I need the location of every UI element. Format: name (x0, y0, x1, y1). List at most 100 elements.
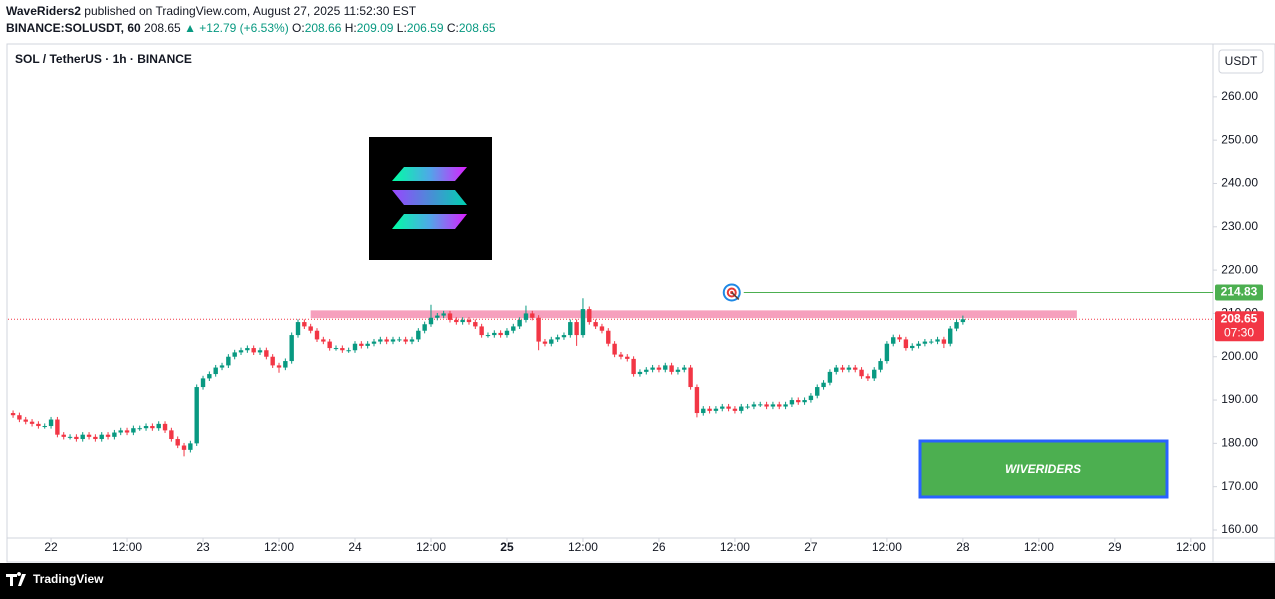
candle-body (802, 400, 807, 403)
candle-body (650, 367, 655, 370)
candle-body (745, 406, 750, 408)
candle-body (599, 326, 605, 331)
symbol: BINANCE:SOLUSDT, 60 (6, 21, 141, 35)
candle-body (840, 367, 845, 370)
countdown: 07:30 (1224, 325, 1254, 339)
ohlc-label: C: (447, 21, 459, 35)
x-tick-label: 12:00 (1024, 540, 1054, 554)
change: ▲ +12.79 (+6.53%) (184, 21, 289, 35)
logo-bar (392, 214, 467, 229)
candle-body (770, 404, 776, 407)
candle-body (498, 332, 503, 336)
candle-body (48, 419, 54, 427)
candle-body (55, 419, 60, 435)
candle-body (435, 315, 440, 318)
candle-body (36, 423, 41, 427)
candle-body (485, 335, 491, 337)
target-dart (731, 291, 740, 301)
candle-body (245, 348, 250, 351)
candle-body (853, 367, 858, 370)
header-line-1: WaveRiders2 published on TradingView.com… (6, 4, 417, 18)
x-tick-label: 25 (500, 540, 514, 554)
candle-body (922, 341, 928, 344)
candle-body (365, 343, 370, 346)
candle-body (276, 365, 282, 368)
candle-body (555, 337, 560, 340)
x-tick-label: 26 (652, 540, 666, 554)
candle-body (872, 369, 877, 379)
candle-body (644, 369, 649, 372)
candle-body (390, 339, 396, 342)
candle-body (910, 345, 915, 349)
candle-body (764, 404, 769, 407)
candle-body (846, 367, 852, 370)
ohlc-label: O: (292, 21, 305, 35)
candle-body (264, 350, 269, 357)
y-axis-label: USDT (1225, 54, 1258, 68)
candle-body (99, 434, 104, 440)
x-tick-label: 12:00 (720, 540, 750, 554)
y-tick-label: 170.00 (1221, 479, 1258, 493)
candle-body (112, 432, 117, 437)
y-tick-label: 180.00 (1221, 436, 1258, 450)
candle-body (169, 430, 174, 440)
candle-body (302, 322, 307, 327)
x-tick-label: 27 (804, 540, 818, 554)
candle-body (916, 343, 921, 346)
candle-body (606, 330, 611, 344)
candle-body (454, 319, 459, 323)
candle-body (466, 319, 472, 323)
ohlc-value: 209.09 (357, 21, 394, 35)
candle-body (207, 374, 212, 379)
ohlc-value: 208.66 (305, 21, 342, 35)
candle-body (346, 350, 351, 352)
candle-body (580, 309, 586, 336)
candle-body (61, 434, 66, 437)
x-tick-label: 28 (956, 540, 970, 554)
y-tick-label: 190.00 (1221, 392, 1258, 406)
candle-body (783, 404, 788, 407)
candle-body (67, 436, 73, 438)
last-price-tag (1215, 311, 1264, 342)
unit-box[interactable] (1218, 49, 1264, 74)
candle-body (492, 332, 497, 336)
y-tick-label: 200.00 (1221, 349, 1258, 363)
author: WaveRiders2 (6, 4, 81, 18)
y-tick-label: 220.00 (1221, 262, 1258, 276)
candle-body (156, 423, 161, 429)
footer-brand[interactable]: TradingView (33, 572, 104, 586)
candle-body (549, 339, 554, 344)
y-tick-label: 250.00 (1221, 132, 1258, 146)
candle-body (859, 369, 864, 377)
y-tick-label: 230.00 (1221, 219, 1258, 233)
candle-body (739, 406, 744, 411)
candle-body (86, 434, 92, 437)
candle-body (251, 348, 256, 353)
candle-body (23, 419, 28, 422)
x-tick-label: 24 (348, 540, 362, 554)
candle-body (517, 319, 522, 327)
price: 208.65 (144, 21, 181, 35)
candle-body (618, 354, 624, 357)
plot: 160.00170.00180.00190.00200.00210.00220.… (8, 89, 1258, 554)
candle-body (289, 335, 294, 362)
candle-body (359, 343, 364, 346)
candle-body (333, 348, 339, 350)
logo-bar (392, 167, 467, 181)
candle-body (124, 430, 130, 433)
candle-body (428, 317, 434, 325)
candle-body (707, 408, 712, 411)
candle-body (295, 322, 301, 336)
candle-body (941, 339, 947, 344)
candle-body (131, 428, 136, 433)
candle-body (675, 369, 681, 372)
candle-body (283, 361, 288, 368)
candle-body (181, 445, 187, 450)
candle-body (80, 434, 85, 440)
candle-body (416, 330, 421, 340)
logo-mark (6, 572, 26, 586)
candle-body (903, 339, 909, 349)
candle-body (194, 387, 199, 444)
candle-body (321, 339, 326, 342)
